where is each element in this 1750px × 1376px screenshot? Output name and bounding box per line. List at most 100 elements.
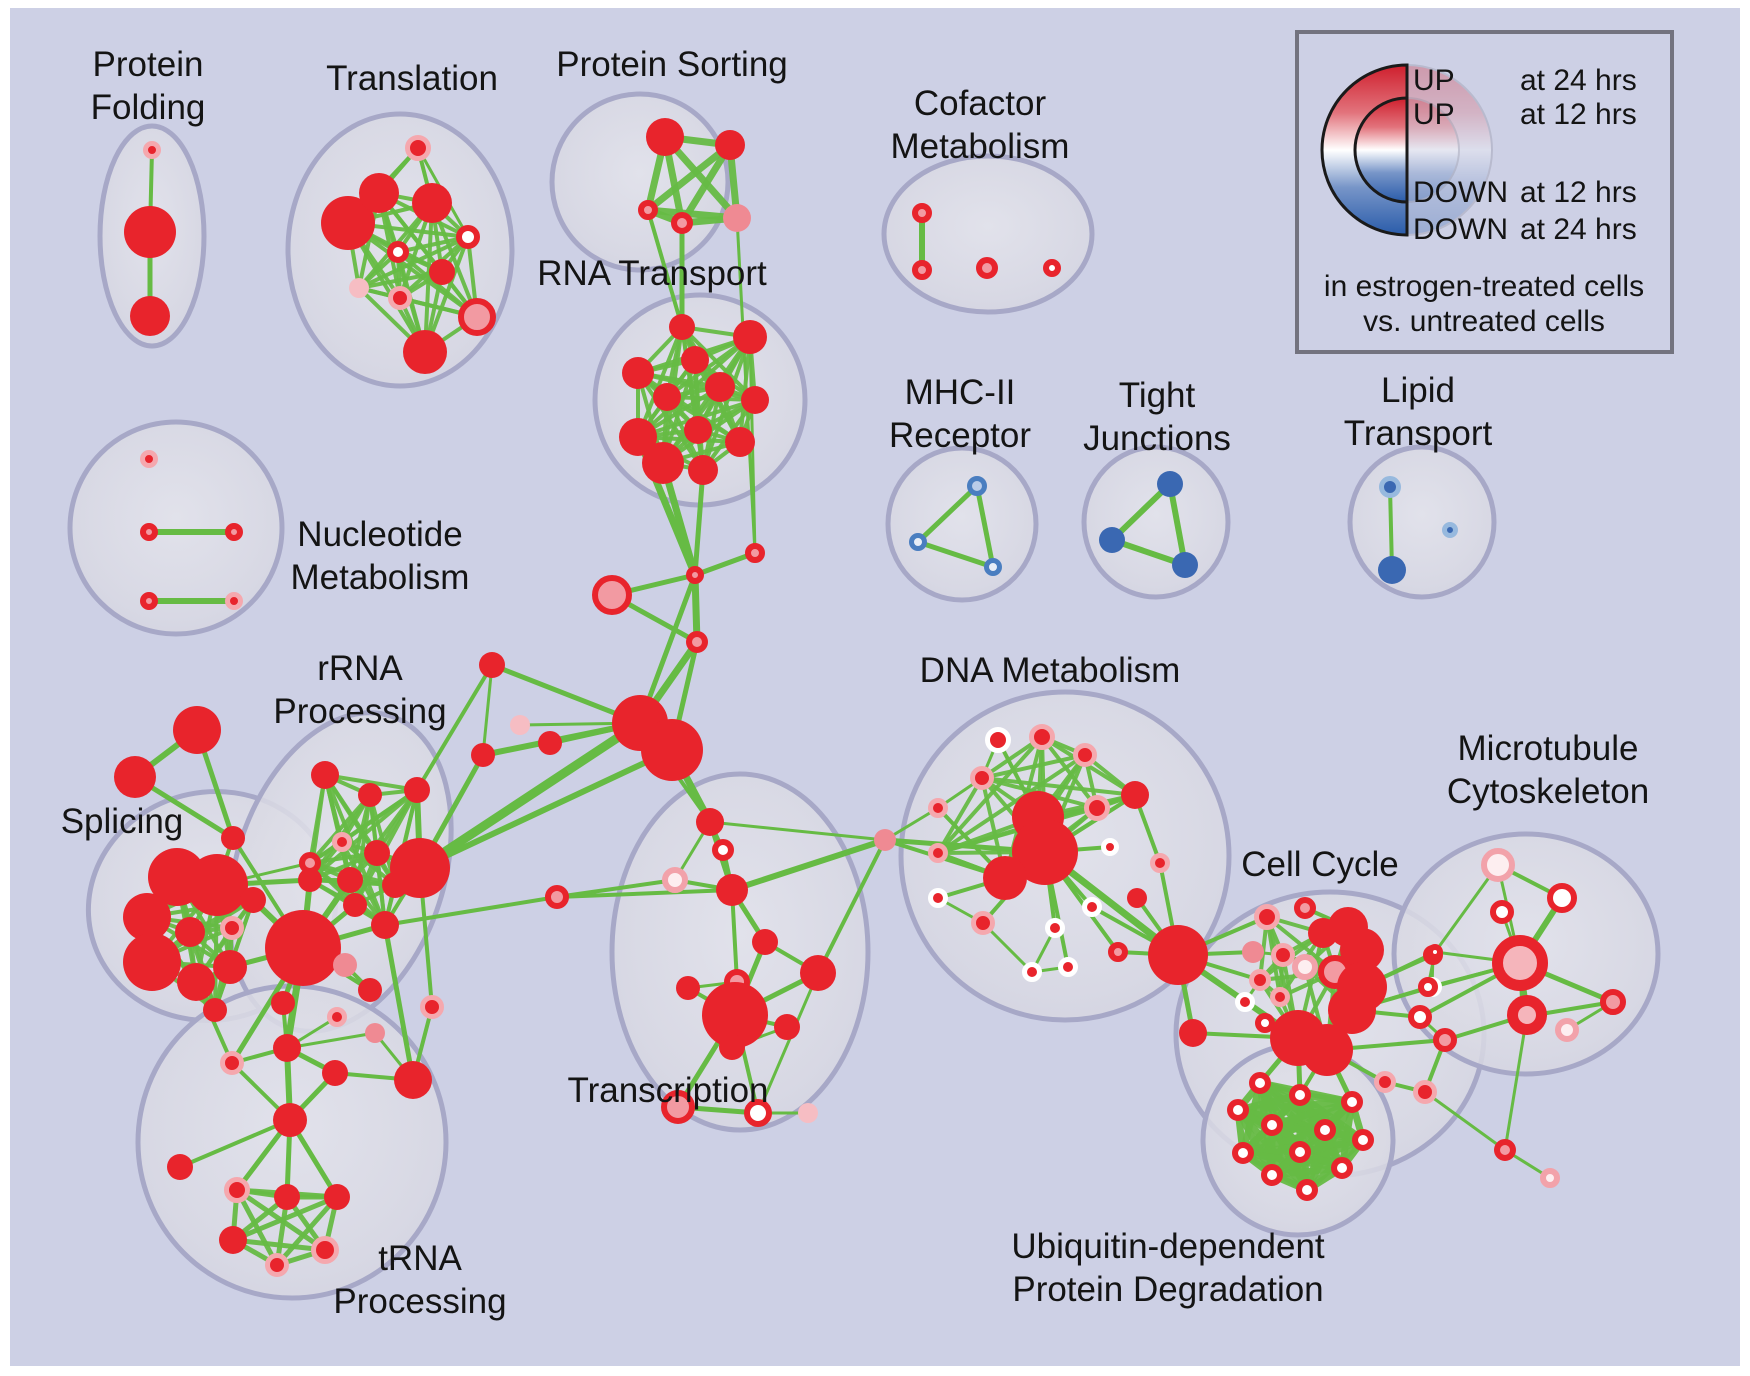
edge <box>1167 481 1188 568</box>
legend-up-24-time: at 24 hrs <box>1520 64 1637 97</box>
node-s1 <box>173 706 221 754</box>
node-u8 <box>1232 1142 1254 1164</box>
node-t2 <box>321 196 375 250</box>
node-pf3 <box>130 296 170 336</box>
node-rr4 <box>332 832 352 852</box>
cluster-label-nucleotide-metabolism: Metabolism <box>291 558 470 597</box>
edge <box>415 718 645 873</box>
node-c2 <box>686 566 704 584</box>
edge <box>382 922 416 1083</box>
cluster-label-protein-sorting: Protein Sorting <box>556 45 788 84</box>
node-r7 <box>741 386 769 414</box>
node-tn6 <box>224 1177 250 1203</box>
node-w3 <box>1408 1005 1432 1029</box>
node-mh3 <box>984 558 1002 576</box>
node-d11 <box>1101 838 1119 856</box>
node-ps4 <box>671 212 693 234</box>
node-c4 <box>686 631 708 653</box>
node-u10 <box>1261 1164 1283 1186</box>
edge <box>691 571 701 646</box>
node-rr11 <box>343 893 367 917</box>
node-cc2 <box>1294 897 1316 919</box>
node-x2 <box>712 839 734 861</box>
cluster-tight-junctions <box>1081 444 1231 600</box>
node-tn5 <box>167 1154 193 1180</box>
node-t9 <box>388 286 412 310</box>
edge <box>735 216 757 555</box>
node-p2 <box>1540 1168 1560 1188</box>
edge <box>555 888 734 899</box>
node-rr12 <box>371 911 399 939</box>
legend-up-12-label: UP <box>1413 98 1455 131</box>
cluster-label-dna-metabolism: DNA Metabolism <box>920 651 1181 690</box>
cluster-label-ubiquitin-degradation: Ubiquitin-dependent <box>1011 1227 1325 1266</box>
node-g1 <box>479 652 505 678</box>
node-cc8 <box>1292 954 1318 980</box>
node-ps3 <box>638 200 658 220</box>
node-cf2 <box>912 260 932 280</box>
node-tn2 <box>273 1034 301 1062</box>
node-t8 <box>349 278 369 298</box>
node-u9 <box>1289 1141 1311 1163</box>
node-cf4 <box>1043 259 1061 277</box>
node-m8 <box>1600 989 1626 1015</box>
node-m7 <box>1507 995 1547 1035</box>
cluster-label-tight-junctions: Junctions <box>1083 419 1231 458</box>
edge <box>230 1194 340 1243</box>
edge <box>816 838 887 975</box>
edge <box>383 895 559 927</box>
node-tn14 <box>365 1023 385 1043</box>
node-r4 <box>681 346 709 374</box>
node-tj2 <box>1099 527 1125 553</box>
edge <box>936 776 984 855</box>
node-t6 <box>456 225 480 249</box>
edge <box>178 1118 292 1169</box>
node-cf1 <box>912 203 932 223</box>
edge <box>1423 1090 1507 1152</box>
node-m2 <box>1547 883 1577 913</box>
legend-up-12-time: at 12 hrs <box>1520 98 1637 131</box>
edge <box>644 141 734 214</box>
cluster-label-rna-transport: RNA Transport <box>537 254 767 293</box>
edge <box>1431 863 1500 957</box>
edge <box>1503 1013 1529 1152</box>
inner-ring-left-half <box>1353 96 1409 204</box>
node-rr14 <box>358 978 382 1002</box>
edge <box>936 753 1087 855</box>
node-d15 <box>1045 918 1065 938</box>
node-tn9 <box>219 1226 247 1254</box>
node-tn0 <box>271 991 295 1015</box>
edge <box>285 1031 377 1050</box>
cluster-label-rrna-processing: rRNA <box>317 649 403 688</box>
edge <box>646 208 684 329</box>
node-sp4 <box>175 917 205 947</box>
node-cc14 <box>1255 1013 1275 1033</box>
cluster-label-cell-cycle: Cell Cycle <box>1241 845 1399 884</box>
node-tn1 <box>220 1051 244 1075</box>
node-cc19 <box>1374 1071 1396 1093</box>
edge <box>980 753 1087 780</box>
cluster-label-protein-folding: Protein <box>93 45 204 84</box>
node-x16 <box>798 1103 818 1123</box>
node-x13 <box>719 1034 745 1060</box>
edge <box>915 483 980 545</box>
node-c1 <box>592 575 632 615</box>
legend-down-24-time: at 24 hrs <box>1520 213 1637 246</box>
node-nm3 <box>225 523 243 541</box>
edge <box>636 325 684 439</box>
node-x4 <box>716 874 748 906</box>
node-tn15 <box>327 1007 347 1027</box>
node-x9 <box>800 955 836 991</box>
node-sp8 <box>213 950 247 984</box>
node-cc20 <box>1413 1080 1437 1104</box>
node-mh1 <box>967 476 987 496</box>
legend-up-24-label: UP <box>1413 64 1455 97</box>
node-r1 <box>669 314 695 340</box>
node-t3 <box>359 173 399 213</box>
node-t5 <box>387 241 409 263</box>
edge <box>692 550 758 578</box>
node-d12 <box>1150 853 1170 873</box>
node-layer <box>114 118 1626 1277</box>
node-c5 <box>538 731 562 755</box>
edge <box>678 141 734 227</box>
